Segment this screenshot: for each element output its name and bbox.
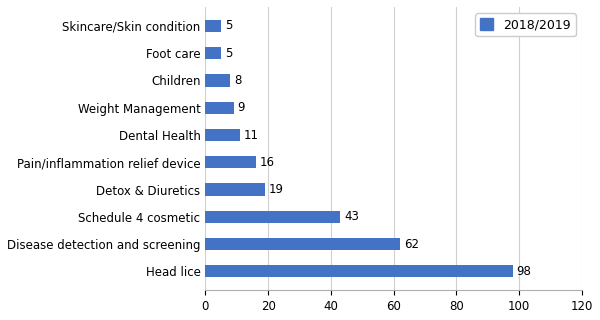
Text: 62: 62 xyxy=(404,237,419,251)
Text: 8: 8 xyxy=(234,74,242,87)
Bar xyxy=(205,129,240,141)
Bar xyxy=(205,183,265,196)
Bar xyxy=(205,102,233,114)
Bar xyxy=(205,265,513,277)
Text: 5: 5 xyxy=(225,47,232,60)
Text: 9: 9 xyxy=(238,101,245,114)
Text: 16: 16 xyxy=(259,156,274,169)
Bar xyxy=(205,74,230,87)
Text: 98: 98 xyxy=(517,265,532,278)
Bar xyxy=(205,20,221,32)
Bar xyxy=(205,238,400,250)
Text: 11: 11 xyxy=(244,129,259,141)
Bar xyxy=(205,211,340,223)
Text: 19: 19 xyxy=(269,183,284,196)
Text: 43: 43 xyxy=(344,210,359,223)
Legend: 2018/2019: 2018/2019 xyxy=(475,13,575,36)
Bar xyxy=(205,156,256,168)
Bar xyxy=(205,47,221,59)
Text: 5: 5 xyxy=(225,20,232,32)
